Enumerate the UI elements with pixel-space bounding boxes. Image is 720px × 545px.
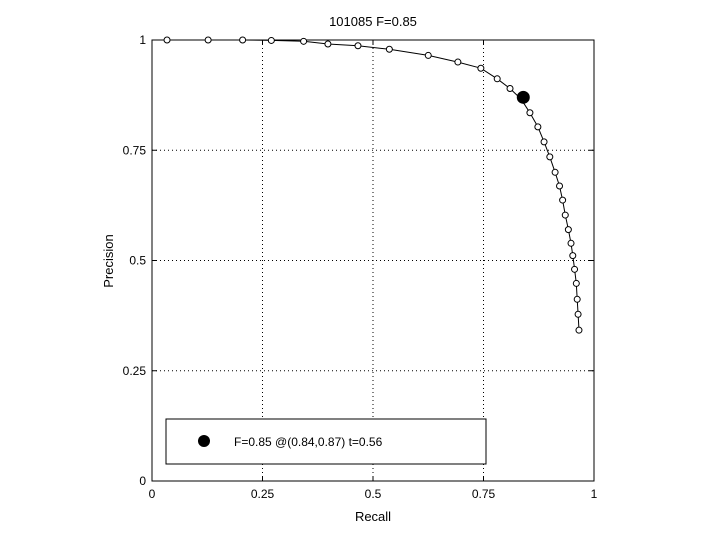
data-point [571,265,579,273]
data-point [575,326,583,334]
data-point [163,36,171,44]
y-tick-label: 0.5 [129,254,146,268]
data-point [454,58,462,66]
data-point [574,310,582,318]
data-point [573,295,581,303]
y-tick-label: 0.75 [123,143,147,157]
x-tick-label: 0 [149,487,156,501]
data-point [567,239,575,247]
y-tick-label: 1 [139,33,146,47]
tick-labels: 0 0.25 0.5 0.75 1 0 0.25 0.5 0.75 1 [123,33,598,501]
best-point-layer [516,90,530,104]
data-point [559,196,567,204]
data-point [546,153,554,161]
data-point [526,109,534,117]
chart-title: 101085 F=0.85 [329,14,417,29]
data-point [267,36,275,44]
data-point [385,45,393,53]
x-tick-label: 0.5 [365,487,382,501]
data-point [569,252,577,260]
data-point [556,182,564,190]
data-point [239,36,247,44]
data-point [477,64,485,72]
ticks [151,39,595,482]
data-point [551,168,559,176]
legend-marker [198,435,210,447]
y-tick-label: 0 [139,474,146,488]
data-point [300,37,308,45]
best-f-point [516,90,530,104]
data-point [564,226,572,234]
y-axis-label: Precision [101,234,116,287]
legend: F=0.85 @(0.84,0.87) t=0.56 [165,418,487,465]
data-point [506,85,514,93]
legend-entry-text: F=0.85 @(0.84,0.87) t=0.56 [234,435,383,449]
x-tick-label: 0.75 [472,487,496,501]
data-point [561,211,569,219]
data-point [534,123,542,131]
data-point [354,42,362,50]
x-axis-label: Recall [355,509,391,524]
x-tick-label: 1 [591,487,598,501]
legend-box [165,418,487,465]
data-point [572,279,580,287]
x-tick-label: 0.25 [251,487,275,501]
data-point [204,36,212,44]
data-point [540,138,548,146]
grid [152,40,594,481]
data-point [493,75,501,83]
data-point [324,40,332,48]
data-point [424,51,432,59]
y-tick-label: 0.25 [123,364,147,378]
